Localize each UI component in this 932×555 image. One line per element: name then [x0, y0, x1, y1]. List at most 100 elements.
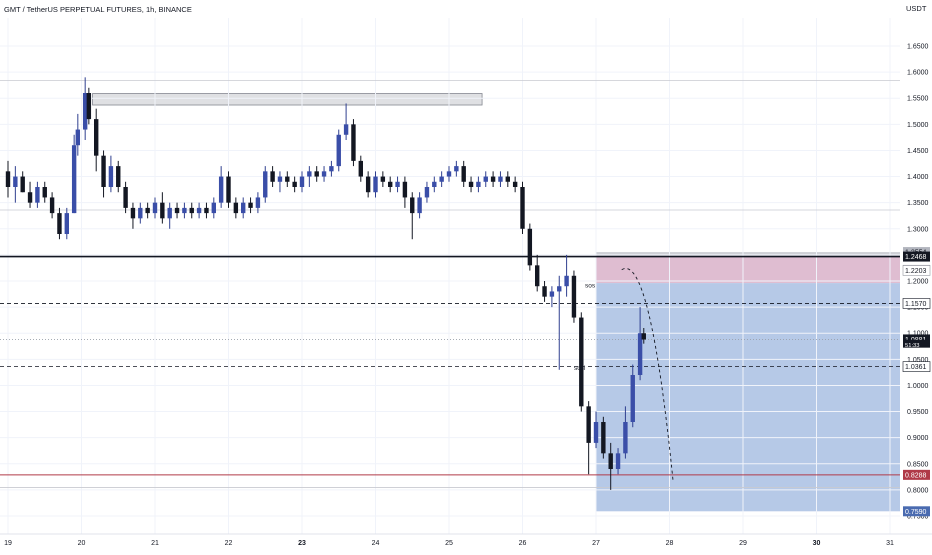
candle-body[interactable]	[167, 207, 172, 219]
candle-body[interactable]	[432, 181, 437, 187]
candle-body[interactable]	[527, 228, 533, 266]
price-badge[interactable]	[903, 334, 930, 345]
candle-body[interactable]	[292, 181, 297, 187]
candle-body[interactable]	[5, 171, 11, 187]
candle-body[interactable]	[512, 181, 518, 187]
candle-body[interactable]	[263, 171, 268, 198]
candle-body[interactable]	[233, 202, 239, 214]
candle-body[interactable]	[152, 202, 158, 214]
candle-body[interactable]	[75, 129, 81, 146]
price-badge[interactable]	[902, 298, 931, 309]
price-axis[interactable]: 1.6500 1.6000 1.5500 1.5000 1.4500 1.4000 1.35…	[902, 44, 931, 521]
candle-body[interactable]	[439, 176, 444, 182]
candle-body[interactable]	[351, 124, 356, 161]
candle-body[interactable]	[42, 187, 47, 198]
price-badge[interactable]	[903, 506, 930, 517]
candle-body[interactable]	[116, 166, 121, 187]
candle-body[interactable]	[468, 181, 474, 187]
candle-body[interactable]	[321, 171, 327, 177]
candle-body[interactable]	[123, 187, 128, 208]
candle-body[interactable]	[380, 176, 386, 182]
candle-body[interactable]	[608, 453, 613, 469]
candle-body[interactable]	[86, 93, 92, 120]
candle-body[interactable]	[189, 207, 194, 214]
candle-body[interactable]	[641, 333, 646, 340]
candle-body[interactable]	[248, 202, 253, 208]
candle-body[interactable]	[13, 176, 18, 187]
candle-body[interactable]	[505, 176, 510, 182]
candle-body[interactable]	[108, 166, 114, 187]
candle-body[interactable]	[388, 181, 393, 187]
supply-box[interactable]	[92, 93, 483, 106]
candle-body[interactable]	[307, 171, 312, 177]
candle-body[interactable]	[630, 375, 635, 422]
candle-body[interactable]	[329, 166, 334, 172]
candle-body[interactable]	[498, 176, 503, 182]
candle-body[interactable]	[454, 166, 459, 172]
candle-body[interactable]	[542, 286, 547, 297]
price-badge[interactable]	[903, 339, 930, 348]
price-badge[interactable]	[902, 361, 931, 372]
candle-body[interactable]	[579, 317, 584, 407]
candle-body[interactable]	[535, 265, 540, 287]
candle-body[interactable]	[395, 181, 400, 187]
candle-body[interactable]	[35, 187, 40, 203]
candle-body[interactable]	[564, 275, 569, 287]
candle-body[interactable]	[20, 176, 25, 193]
candle-body[interactable]	[483, 176, 488, 182]
candle-body[interactable]	[49, 197, 55, 214]
target-zone[interactable]	[596, 283, 900, 512]
candle-body[interactable]	[71, 145, 77, 214]
candle-body[interactable]	[299, 176, 305, 187]
candle-body[interactable]	[358, 160, 363, 177]
candle-body[interactable]	[446, 171, 452, 177]
candle-body[interactable]	[476, 181, 481, 187]
candle-body[interactable]	[601, 422, 606, 454]
candle-body[interactable]	[270, 171, 275, 182]
sell-stop-zone[interactable]	[596, 252, 900, 257]
candle-body[interactable]	[182, 207, 187, 214]
candle-body[interactable]	[549, 291, 555, 297]
candle-body[interactable]	[424, 187, 430, 198]
candle-body[interactable]	[343, 124, 349, 135]
candle-body[interactable]	[226, 176, 231, 203]
candle-body[interactable]	[101, 155, 106, 187]
price-badge[interactable]	[903, 469, 930, 480]
candle-body[interactable]	[57, 213, 62, 234]
candle-body[interactable]	[82, 93, 88, 130]
candle-body[interactable]	[138, 207, 143, 219]
candle-body[interactable]	[557, 286, 562, 292]
candle-body[interactable]	[241, 202, 246, 214]
candle-body[interactable]	[417, 197, 422, 214]
candle-body[interactable]	[314, 171, 319, 177]
time-axis[interactable]: 19 20 21 22 23 24 25 26 27 28 29 30 31	[0, 533, 932, 547]
candle-body[interactable]	[637, 333, 643, 375]
candle-body[interactable]	[94, 119, 99, 156]
candle-body[interactable]	[615, 453, 621, 469]
candle-body[interactable]	[145, 207, 150, 214]
sell-stop-zone-pink[interactable]	[596, 256, 900, 284]
candle-body[interactable]	[255, 197, 261, 208]
candle-body[interactable]	[461, 166, 466, 182]
candle-body[interactable]	[204, 207, 209, 214]
candle-body[interactable]	[571, 275, 577, 318]
candle-body[interactable]	[623, 422, 628, 454]
candle-body[interactable]	[520, 187, 525, 229]
projection-path[interactable]	[621, 268, 674, 483]
candle-body[interactable]	[130, 207, 136, 219]
price-badge[interactable]	[903, 251, 930, 262]
candle-body[interactable]	[160, 202, 165, 219]
candle-body[interactable]	[174, 207, 180, 214]
price-badge[interactable]	[902, 265, 931, 276]
candle-body[interactable]	[586, 406, 591, 443]
candle-body[interactable]	[490, 176, 496, 182]
candle-body[interactable]	[336, 134, 341, 167]
candle-body[interactable]	[365, 176, 371, 193]
candle-body[interactable]	[211, 202, 216, 214]
candle-body[interactable]	[64, 213, 69, 234]
candle-body[interactable]	[593, 422, 599, 443]
candle-body[interactable]	[373, 176, 378, 193]
candle-body[interactable]	[196, 207, 202, 214]
candle-body[interactable]	[218, 176, 224, 203]
candle-body[interactable]	[410, 197, 415, 214]
